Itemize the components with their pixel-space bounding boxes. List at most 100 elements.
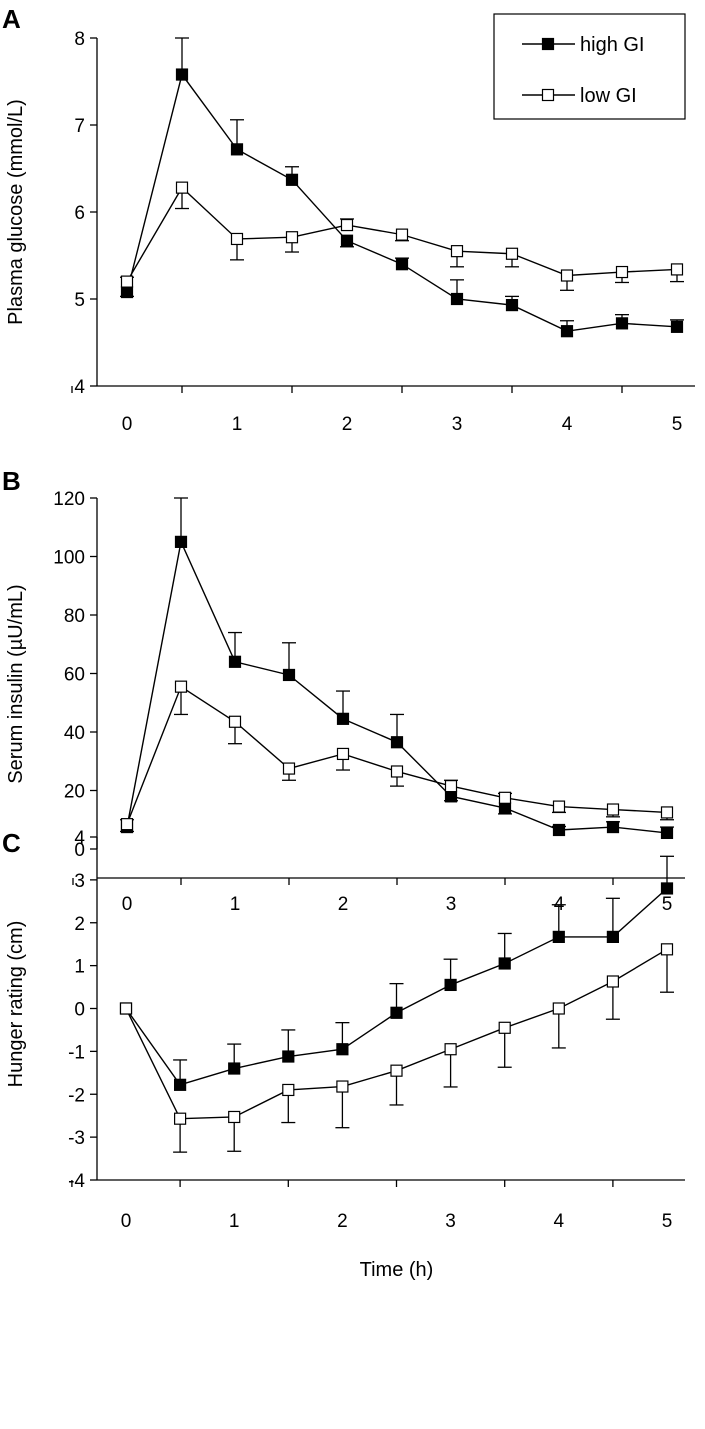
low-gi-point [552,1002,565,1015]
high-gi-point [615,317,629,330]
legend: high GI low GI [493,13,686,120]
high-gi-point [552,930,565,943]
y-tick-label: -4 [68,1171,85,1192]
x-tick-label: 0 [121,1211,132,1232]
legend-filled-square-icon [541,37,555,51]
high-gi-point [175,68,189,81]
low-gi-point [282,762,296,775]
y-axis-title: Plasma glucose (mmol/L) [5,99,27,325]
low-gi-point [450,245,464,258]
low-gi-point [606,803,620,816]
y-tick-label: 7 [74,116,85,137]
high-gi-point [395,258,409,271]
y-tick-label: 40 [64,723,85,744]
high-gi-point [336,712,350,725]
y-tick-label: 8 [74,29,85,50]
y-tick-label: 3 [74,871,85,892]
y-tick-label: -2 [68,1085,85,1106]
low-gi-point [282,1083,295,1097]
y-tick-label: 0 [74,1000,85,1021]
low-gi-point [498,791,512,804]
series-low-gi [120,181,684,291]
high-gi-point [560,325,574,338]
low-gi-point [120,275,134,288]
y-tick-label: 0 [74,840,85,861]
low-gi-point [498,1021,511,1034]
high-gi-point [120,285,134,299]
x-tick-label: 5 [672,414,683,435]
high-gi-point [444,790,458,803]
high-gi-point [498,801,512,815]
legend-open-square-icon [541,88,555,102]
panel-letter: A [2,4,21,34]
low-gi-point [175,181,189,194]
low-gi-point [505,247,519,260]
high-gi-point [444,978,457,992]
high-gi-point [606,930,620,943]
high-gi-point [340,234,354,247]
x-tick-label: 1 [232,414,243,435]
x-tick-label: 3 [445,1211,456,1232]
low-gi-point [390,765,404,778]
series-line [126,539,668,834]
high-gi-point [228,1062,241,1075]
low-gi-point [230,232,244,246]
series-high-gi [120,497,674,840]
low-gi-point [560,269,574,282]
y-tick-label: -1 [68,1042,85,1063]
y-axis-title: Hunger rating (cm) [5,921,27,1088]
y-axis-title: Serum insulin (µU/mL) [5,584,27,783]
low-gi-point [390,1064,403,1077]
high-gi-point [174,1078,187,1091]
low-gi-point [174,680,188,693]
y-tick-label: 2 [74,914,85,935]
y-tick-label: 60 [64,665,85,686]
x-tick-label: 2 [337,1211,348,1232]
low-gi-point [615,265,629,279]
low-gi-point [395,228,409,241]
low-gi-point [660,943,674,956]
x-tick-label: 4 [562,414,573,435]
low-gi-point [228,715,242,728]
low-gi-point [336,1080,349,1093]
high-gi-point [450,292,464,306]
y-tick-label: 4 [74,828,85,849]
x-axis-title: Time (h) [360,1259,434,1281]
low-gi-point [444,1043,457,1056]
high-gi-point [552,823,566,837]
panel-letter: C [2,828,21,858]
x-tick-label: 2 [338,894,349,915]
series-high-gi [120,37,684,338]
high-gi-point [390,736,404,749]
panel-a: A 4 5 6 7 8 0 1 2 3 4 5 Plasma glucose (mmol/L) high … [2,4,695,435]
x-tick-label: 5 [662,894,673,915]
legend-label: low GI [580,85,637,107]
high-gi-point [174,535,188,548]
low-gi-point [119,1002,133,1015]
low-gi-point [174,1112,187,1125]
panel-letter: B [2,466,21,496]
high-gi-point [282,1050,295,1063]
x-tick-label: 2 [342,414,353,435]
y-tick-label: 4 [74,377,85,398]
low-gi-point [120,818,134,831]
x-tick-label: 3 [446,894,457,915]
y-tick-label: 100 [53,548,85,569]
x-tick-label: 1 [229,1211,240,1232]
legend-label: high GI [580,34,644,56]
high-gi-point [390,1006,403,1019]
series-high-gi [119,855,674,1091]
y-tick-label: 1 [74,957,85,978]
high-gi-point [660,882,674,895]
low-gi-point [228,1110,241,1124]
low-gi-point [444,780,458,793]
series-low-gi [120,680,674,831]
high-gi-point [498,957,511,970]
low-gi-point [660,806,674,819]
high-gi-point [230,143,244,156]
x-tick-label: 0 [122,414,133,435]
x-tick-label: 4 [554,1211,565,1232]
low-gi-point [336,747,350,761]
